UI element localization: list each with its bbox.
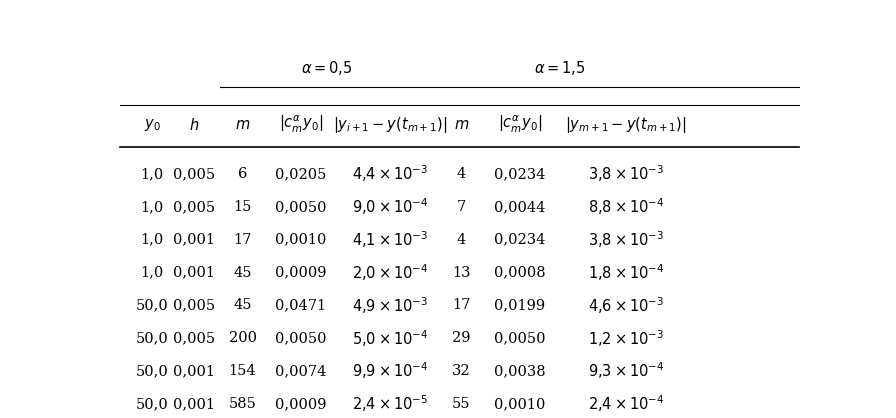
Text: $m$: $m$ xyxy=(453,118,469,132)
Text: 45: 45 xyxy=(233,265,252,280)
Text: 50,0: 50,0 xyxy=(136,298,168,312)
Text: 0,001: 0,001 xyxy=(173,364,215,378)
Text: $1{,}2\times10^{-3}$: $1{,}2\times10^{-3}$ xyxy=(588,328,664,349)
Text: 0,001: 0,001 xyxy=(173,233,215,247)
Text: $4{,}9\times10^{-3}$: $4{,}9\times10^{-3}$ xyxy=(351,295,428,316)
Text: 0,005: 0,005 xyxy=(173,331,215,345)
Text: $3{,}8\times10^{-3}$: $3{,}8\times10^{-3}$ xyxy=(588,229,664,250)
Text: 0,0199: 0,0199 xyxy=(494,298,545,312)
Text: 17: 17 xyxy=(452,298,470,312)
Text: 7: 7 xyxy=(457,200,466,214)
Text: 0,005: 0,005 xyxy=(173,200,215,214)
Text: 50,0: 50,0 xyxy=(136,364,168,378)
Text: $|y_{m+1} - y(t_{m+1})|$: $|y_{m+1} - y(t_{m+1})|$ xyxy=(565,115,686,135)
Text: $5{,}0\times10^{-4}$: $5{,}0\times10^{-4}$ xyxy=(351,328,428,349)
Text: 1,0: 1,0 xyxy=(141,200,164,214)
Text: 0,0010: 0,0010 xyxy=(494,397,546,411)
Text: 0,0050: 0,0050 xyxy=(275,331,327,345)
Text: 6: 6 xyxy=(237,167,247,181)
Text: $h$: $h$ xyxy=(189,117,199,133)
Text: 0,005: 0,005 xyxy=(173,298,215,312)
Text: 0,0074: 0,0074 xyxy=(275,364,326,378)
Text: $8{,}8\times10^{-4}$: $8{,}8\times10^{-4}$ xyxy=(588,196,664,217)
Text: 0,0010: 0,0010 xyxy=(275,233,326,247)
Text: 0,0234: 0,0234 xyxy=(494,167,546,181)
Text: $|y_{i+1} - y(t_{m+1})|$: $|y_{i+1} - y(t_{m+1})|$ xyxy=(332,115,447,135)
Text: 0,0234: 0,0234 xyxy=(494,233,546,247)
Text: 29: 29 xyxy=(452,331,470,345)
Text: 13: 13 xyxy=(452,265,470,280)
Text: 0,0050: 0,0050 xyxy=(494,331,546,345)
Text: 0,0050: 0,0050 xyxy=(275,200,327,214)
Text: $\alpha = 1{,}5$: $\alpha = 1{,}5$ xyxy=(534,59,586,77)
Text: $y_0$: $y_0$ xyxy=(144,117,160,133)
Text: 17: 17 xyxy=(233,233,252,247)
Text: 0,001: 0,001 xyxy=(173,265,215,280)
Text: 585: 585 xyxy=(228,397,256,411)
Text: 154: 154 xyxy=(228,364,256,378)
Text: $2{,}4\times10^{-5}$: $2{,}4\times10^{-5}$ xyxy=(351,393,428,414)
Text: 55: 55 xyxy=(452,397,470,411)
Text: 1,0: 1,0 xyxy=(141,233,164,247)
Text: 50,0: 50,0 xyxy=(136,331,168,345)
Text: $\alpha = 0{,}5$: $\alpha = 0{,}5$ xyxy=(301,59,353,77)
Text: $|c_m^{\alpha} y_0|$: $|c_m^{\alpha} y_0|$ xyxy=(497,114,542,135)
Text: 0,0044: 0,0044 xyxy=(494,200,546,214)
Text: 0,005: 0,005 xyxy=(173,167,215,181)
Text: $9{,}9\times10^{-4}$: $9{,}9\times10^{-4}$ xyxy=(351,361,428,381)
Text: $2{,}4\times10^{-4}$: $2{,}4\times10^{-4}$ xyxy=(588,393,664,414)
Text: 200: 200 xyxy=(228,331,256,345)
Text: 50,0: 50,0 xyxy=(136,397,168,411)
Text: 0,0008: 0,0008 xyxy=(494,265,546,280)
Text: $2{,}0\times10^{-4}$: $2{,}0\times10^{-4}$ xyxy=(351,262,428,283)
Text: 0,001: 0,001 xyxy=(173,397,215,411)
Text: 0,0471: 0,0471 xyxy=(275,298,326,312)
Text: $|c_m^{\alpha} y_0|$: $|c_m^{\alpha} y_0|$ xyxy=(279,114,323,135)
Text: $9{,}0\times10^{-4}$: $9{,}0\times10^{-4}$ xyxy=(351,196,428,217)
Text: $4{,}6\times10^{-3}$: $4{,}6\times10^{-3}$ xyxy=(588,295,664,316)
Text: $4{,}1\times10^{-3}$: $4{,}1\times10^{-3}$ xyxy=(351,229,428,250)
Text: $4{,}4\times10^{-3}$: $4{,}4\times10^{-3}$ xyxy=(351,164,428,184)
Text: $3{,}8\times10^{-3}$: $3{,}8\times10^{-3}$ xyxy=(588,164,664,184)
Text: 4: 4 xyxy=(457,167,466,181)
Text: 0,0009: 0,0009 xyxy=(275,397,327,411)
Text: 4: 4 xyxy=(457,233,466,247)
Text: 45: 45 xyxy=(233,298,252,312)
Text: 1,0: 1,0 xyxy=(141,167,164,181)
Text: 0,0038: 0,0038 xyxy=(494,364,546,378)
Text: $m$: $m$ xyxy=(235,118,250,132)
Text: 0,0205: 0,0205 xyxy=(275,167,326,181)
Text: $1{,}8\times10^{-4}$: $1{,}8\times10^{-4}$ xyxy=(588,262,664,283)
Text: 1,0: 1,0 xyxy=(141,265,164,280)
Text: $9{,}3\times10^{-4}$: $9{,}3\times10^{-4}$ xyxy=(588,361,664,381)
Text: 32: 32 xyxy=(452,364,470,378)
Text: 0,0009: 0,0009 xyxy=(275,265,327,280)
Text: 15: 15 xyxy=(233,200,252,214)
